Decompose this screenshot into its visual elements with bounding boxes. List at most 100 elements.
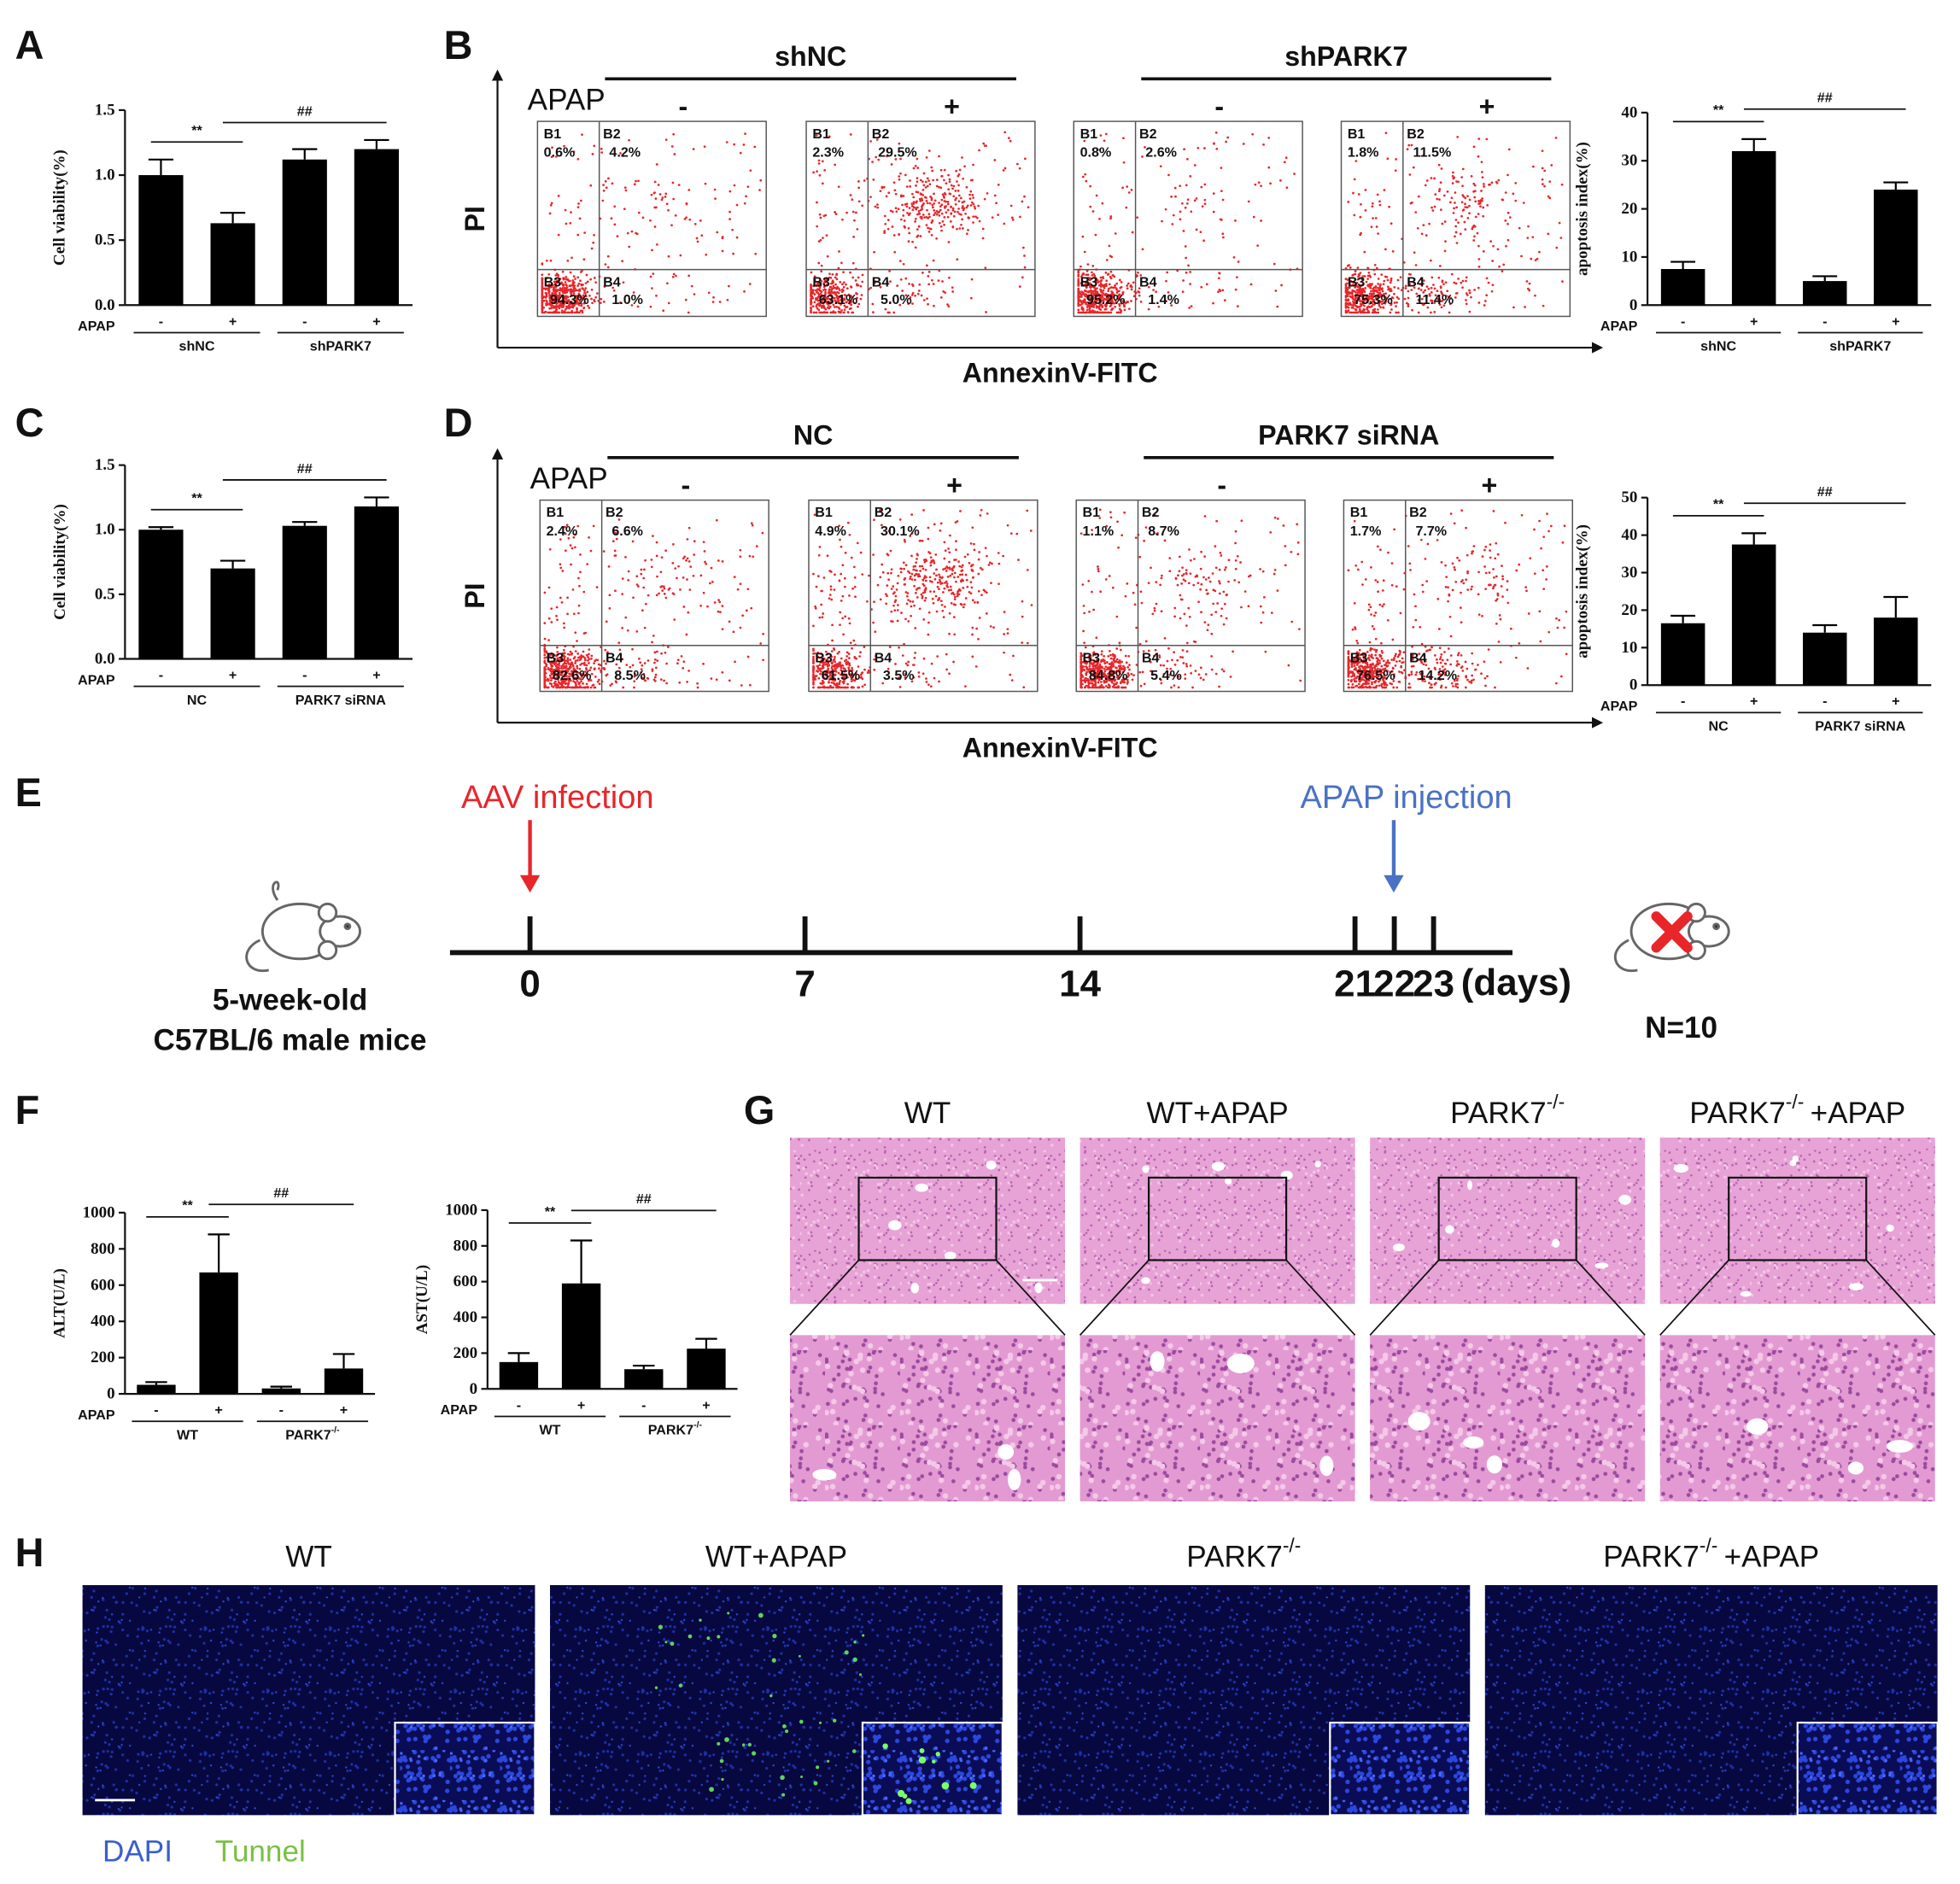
tunnel-signal bbox=[717, 1635, 721, 1639]
x-tick-label: + bbox=[340, 1402, 348, 1418]
event-label: AAV infection bbox=[461, 780, 654, 816]
label-text: PARK7 bbox=[1603, 1540, 1700, 1573]
bar bbox=[354, 506, 400, 659]
quadrant-percent: 8.5% bbox=[614, 668, 646, 683]
label-text: shPARK7 bbox=[310, 339, 372, 354]
tunnel-signal bbox=[969, 1782, 977, 1789]
y-tick-label: 1000 bbox=[445, 1201, 477, 1219]
label-superscript: -/- bbox=[1283, 1534, 1302, 1556]
label-text: PARK7 siRNA bbox=[295, 693, 386, 708]
y-tick-label: 1.0 bbox=[95, 521, 115, 539]
tunnel-signal bbox=[780, 1775, 785, 1781]
label-superscript: -/- bbox=[331, 1425, 340, 1435]
tunnel-signal bbox=[784, 1729, 789, 1734]
group-label: PARK7-/- +APAP bbox=[1603, 1534, 1819, 1573]
row-label: APAP bbox=[78, 1407, 115, 1423]
quadrant-percent: 14.2% bbox=[1418, 668, 1457, 683]
tunnel-signal bbox=[818, 1721, 822, 1724]
quadrant-label: B3 bbox=[1083, 650, 1101, 665]
panel-label: D bbox=[444, 401, 473, 445]
x-axis-label: AnnexinV-FITC bbox=[962, 357, 1158, 388]
quadrant-percent: 4.9% bbox=[815, 524, 846, 539]
vessel bbox=[1142, 1165, 1150, 1173]
group-label: PARK7 siRNA bbox=[295, 693, 386, 708]
vessel bbox=[1008, 1469, 1021, 1491]
day-label: 21 bbox=[1334, 963, 1376, 1005]
day-unit: (days) bbox=[1461, 962, 1571, 1003]
significance-label: ** bbox=[182, 1198, 193, 1214]
x-axis-label: AnnexinV-FITC bbox=[962, 732, 1158, 763]
histology-zoom bbox=[1079, 1335, 1355, 1501]
quadrant-percent: 30.1% bbox=[881, 524, 920, 539]
group-label: shPARK7 bbox=[1284, 41, 1407, 72]
bar bbox=[687, 1349, 726, 1390]
vessel bbox=[1463, 1436, 1484, 1449]
label-text: WT bbox=[285, 1540, 332, 1573]
bar bbox=[561, 1283, 601, 1390]
event-arrowhead bbox=[1384, 875, 1404, 893]
x-tick-label: - bbox=[517, 1397, 521, 1413]
group-label: WT+APAP bbox=[705, 1540, 847, 1573]
tunnel-signal bbox=[782, 1724, 787, 1729]
error-bar bbox=[570, 1239, 593, 1284]
tunnel-signal bbox=[724, 1737, 729, 1742]
error-bar bbox=[219, 559, 246, 569]
quadrant-gate bbox=[1343, 500, 1573, 692]
x-tick-label: + bbox=[1892, 313, 1899, 329]
label-text: NC bbox=[1709, 719, 1729, 734]
label-text: PARK7 bbox=[285, 1427, 331, 1442]
x-tick-label: + bbox=[1750, 693, 1758, 709]
vessel bbox=[1594, 1262, 1609, 1269]
treatment-label: - bbox=[681, 470, 690, 500]
x-tick-label: + bbox=[229, 313, 237, 329]
vessel bbox=[998, 1444, 1015, 1460]
error-bar bbox=[208, 1233, 230, 1273]
y-tick-label: 10 bbox=[1621, 639, 1637, 657]
quadrant-percent: 5.0% bbox=[881, 292, 912, 307]
error-bar bbox=[219, 212, 246, 224]
tunnel-signal bbox=[851, 1749, 857, 1753]
tunnel-signal bbox=[833, 1718, 837, 1723]
x-tick-label: - bbox=[159, 313, 163, 329]
y-tick-label: 10 bbox=[1621, 248, 1637, 266]
y-tick-label: 400 bbox=[453, 1308, 478, 1326]
histology-overview bbox=[790, 1138, 1066, 1304]
y-axis-label: AST(U/L) bbox=[413, 1265, 431, 1334]
fluorescence-inset bbox=[394, 1721, 536, 1817]
y-tick-label: 800 bbox=[91, 1240, 115, 1258]
row-label: APAP bbox=[528, 84, 606, 117]
y-tick-label: 0.0 bbox=[95, 650, 115, 668]
tunnel-signal bbox=[769, 1694, 773, 1698]
x-tick-label: - bbox=[1823, 313, 1827, 329]
quadrant-label: B4 bbox=[1407, 274, 1425, 290]
x-tick-label: - bbox=[1681, 313, 1685, 329]
quadrant-label: B4 bbox=[603, 274, 621, 290]
x-tick-label: - bbox=[279, 1402, 284, 1418]
tunnel-signal bbox=[813, 1781, 818, 1786]
vessel bbox=[1746, 1418, 1769, 1436]
zoom-lines bbox=[789, 1259, 1066, 1336]
quadrant-gate bbox=[808, 500, 1038, 692]
y-tick-label: 20 bbox=[1621, 601, 1637, 619]
tunnel-signal bbox=[932, 1759, 936, 1764]
group-label: PARK7-/- bbox=[285, 1425, 340, 1442]
quadrant-label: B3 bbox=[1080, 274, 1098, 290]
quadrant-label: B1 bbox=[812, 126, 830, 142]
group-label: shNC bbox=[1700, 339, 1736, 354]
event-arrowhead bbox=[519, 875, 541, 893]
y-axis-label: ALT(U/L) bbox=[51, 1268, 69, 1338]
x-tick-label: + bbox=[1750, 313, 1758, 329]
y-tick-label: 400 bbox=[91, 1313, 115, 1331]
significance-label: ** bbox=[191, 491, 202, 506]
label-text: PARK7 bbox=[1450, 1096, 1547, 1129]
zoom-box bbox=[1147, 1176, 1288, 1261]
quadrant-percent: 1.8% bbox=[1348, 145, 1379, 161]
fluorescence-inset bbox=[1329, 1721, 1471, 1817]
error-bar bbox=[292, 148, 318, 160]
y-tick-label: 0 bbox=[107, 1385, 115, 1403]
bar bbox=[499, 1361, 539, 1390]
tunnel-signal bbox=[919, 1748, 925, 1753]
x-tick-label: + bbox=[702, 1397, 710, 1413]
row-label: APAP bbox=[1600, 699, 1638, 714]
quadrant-percent: 3.5% bbox=[883, 668, 915, 683]
